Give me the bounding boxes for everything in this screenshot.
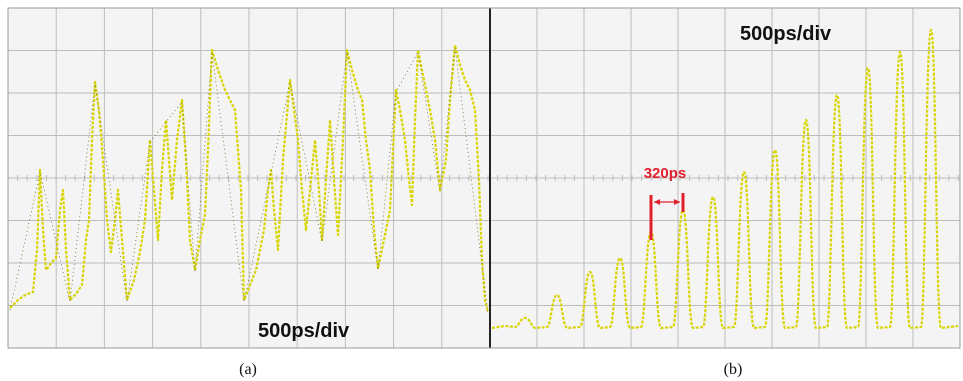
timebase-label: 500ps/div [258,320,350,342]
figure: 320ps 500ps/div 500ps/div (a) (b) [0,0,963,381]
caption: (a) [239,361,257,378]
timebase-label: 500ps/div [740,23,832,45]
interval-annotation: 320ps [644,165,687,182]
caption: (b) [724,361,743,378]
